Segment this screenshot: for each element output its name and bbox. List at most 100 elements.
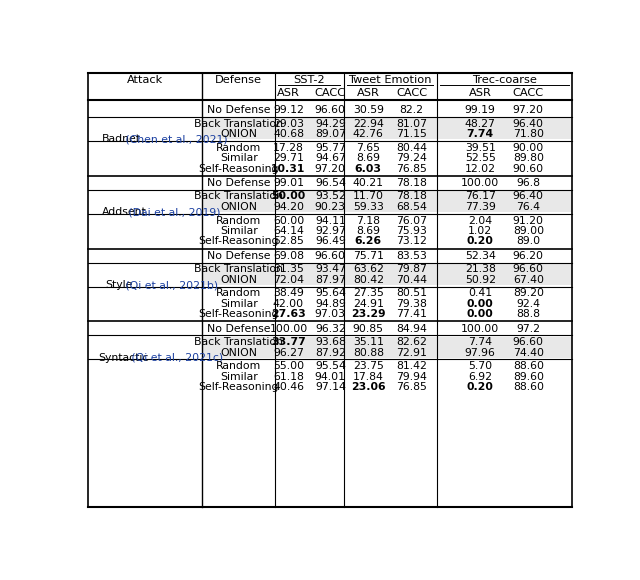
Text: 11.70: 11.70 xyxy=(353,191,384,201)
Text: 94.20: 94.20 xyxy=(273,202,304,212)
Text: 93.47: 93.47 xyxy=(315,264,346,274)
Text: 6.03: 6.03 xyxy=(355,164,382,173)
Text: 84.94: 84.94 xyxy=(396,324,427,334)
Text: 1.02: 1.02 xyxy=(468,226,492,236)
Text: 90.00: 90.00 xyxy=(513,143,544,153)
Text: 78.18: 78.18 xyxy=(396,191,427,201)
Text: 78.18: 78.18 xyxy=(396,178,427,188)
Text: 6.26: 6.26 xyxy=(355,237,382,246)
Text: ONION: ONION xyxy=(220,347,257,358)
Text: 96.32: 96.32 xyxy=(315,324,346,334)
Text: (Dai et al., 2019): (Dai et al., 2019) xyxy=(125,207,221,217)
Text: 95.64: 95.64 xyxy=(315,288,346,298)
Text: 17.28: 17.28 xyxy=(273,143,304,153)
Bar xyxy=(202,337,572,347)
Text: CACC: CACC xyxy=(396,89,428,99)
Text: ASR: ASR xyxy=(357,89,380,99)
Text: 89.07: 89.07 xyxy=(315,129,346,139)
Text: Self-Reasoning: Self-Reasoning xyxy=(198,382,279,392)
Text: 23.29: 23.29 xyxy=(351,309,386,320)
Text: 7.65: 7.65 xyxy=(356,143,380,153)
Text: 68.54: 68.54 xyxy=(396,202,427,212)
Text: 70.44: 70.44 xyxy=(396,275,428,285)
Text: 97.20: 97.20 xyxy=(315,164,346,173)
Text: 50.00: 50.00 xyxy=(271,191,306,201)
Text: 95.54: 95.54 xyxy=(315,361,346,371)
Text: 80.44: 80.44 xyxy=(396,143,428,153)
Text: 0.00: 0.00 xyxy=(467,309,493,320)
Text: 8.69: 8.69 xyxy=(356,153,380,163)
Text: Random: Random xyxy=(216,288,262,298)
Text: 90.23: 90.23 xyxy=(315,202,346,212)
Bar xyxy=(202,264,572,274)
Text: ASR: ASR xyxy=(277,89,300,99)
Text: 88.8: 88.8 xyxy=(516,309,540,320)
Text: 76.17: 76.17 xyxy=(465,191,496,201)
Text: 67.40: 67.40 xyxy=(513,275,544,285)
Text: 52.34: 52.34 xyxy=(465,251,496,261)
Text: 7.74: 7.74 xyxy=(467,129,494,139)
Text: 93.68: 93.68 xyxy=(315,337,346,347)
Text: 100.00: 100.00 xyxy=(461,324,499,334)
Text: 96.54: 96.54 xyxy=(315,178,346,188)
Text: 99.19: 99.19 xyxy=(465,105,496,115)
Text: Self-Reasoning: Self-Reasoning xyxy=(198,237,279,246)
Text: 79.24: 79.24 xyxy=(396,153,427,163)
Text: 52.55: 52.55 xyxy=(465,153,496,163)
Text: Similar: Similar xyxy=(220,372,258,382)
Text: 97.03: 97.03 xyxy=(315,309,346,320)
Text: 42.76: 42.76 xyxy=(353,129,384,139)
Text: 97.20: 97.20 xyxy=(513,105,544,115)
Text: 87.92: 87.92 xyxy=(315,347,346,358)
Text: 89.20: 89.20 xyxy=(513,288,544,298)
Text: 40.68: 40.68 xyxy=(273,129,304,139)
Text: 94.89: 94.89 xyxy=(315,299,346,309)
Text: 100.00: 100.00 xyxy=(461,178,499,188)
Text: 96.49: 96.49 xyxy=(315,237,346,246)
Text: Random: Random xyxy=(216,361,262,371)
Text: 96.8: 96.8 xyxy=(516,178,540,188)
Text: 97.14: 97.14 xyxy=(315,382,346,392)
Text: 97.96: 97.96 xyxy=(465,347,496,358)
Text: 39.51: 39.51 xyxy=(465,143,496,153)
Text: 24.91: 24.91 xyxy=(353,299,384,309)
Text: 88.60: 88.60 xyxy=(513,361,544,371)
Text: Similar: Similar xyxy=(220,226,258,236)
Text: 81.07: 81.07 xyxy=(396,119,428,129)
Text: CACC: CACC xyxy=(513,89,544,99)
Text: Defense: Defense xyxy=(216,75,262,85)
Text: 94.67: 94.67 xyxy=(315,153,346,163)
Text: Random: Random xyxy=(216,143,262,153)
Text: 79.94: 79.94 xyxy=(396,372,427,382)
Text: 0.20: 0.20 xyxy=(467,237,493,246)
Text: 31.35: 31.35 xyxy=(273,264,304,274)
Text: 96.20: 96.20 xyxy=(513,251,544,261)
Text: 96.60: 96.60 xyxy=(513,264,544,274)
Text: 8.69: 8.69 xyxy=(356,226,380,236)
Text: 40.21: 40.21 xyxy=(353,178,384,188)
Text: CACC: CACC xyxy=(315,89,346,99)
Text: 87.97: 87.97 xyxy=(315,275,346,285)
Text: ONION: ONION xyxy=(220,275,257,285)
Text: 71.80: 71.80 xyxy=(513,129,544,139)
Text: (Qi et al., 2021c): (Qi et al., 2021c) xyxy=(129,353,223,363)
Text: 48.27: 48.27 xyxy=(465,119,496,129)
Text: 89.00: 89.00 xyxy=(513,226,544,236)
Text: ONION: ONION xyxy=(220,202,257,212)
Text: 76.07: 76.07 xyxy=(396,216,428,226)
Text: No Defense: No Defense xyxy=(207,251,271,261)
Text: 55.00: 55.00 xyxy=(273,361,304,371)
Text: 27.63: 27.63 xyxy=(271,309,306,320)
Bar xyxy=(202,129,572,139)
Text: No Defense: No Defense xyxy=(207,105,271,115)
Text: 50.92: 50.92 xyxy=(465,275,496,285)
Text: 2.04: 2.04 xyxy=(468,216,492,226)
Text: Back Translation: Back Translation xyxy=(195,119,284,129)
Text: 17.84: 17.84 xyxy=(353,372,384,382)
Text: 99.12: 99.12 xyxy=(273,105,304,115)
Text: 7.74: 7.74 xyxy=(468,337,492,347)
Text: 88.60: 88.60 xyxy=(513,382,544,392)
Text: 7.18: 7.18 xyxy=(356,216,380,226)
Text: 82.62: 82.62 xyxy=(396,337,427,347)
Text: 89.60: 89.60 xyxy=(513,372,544,382)
